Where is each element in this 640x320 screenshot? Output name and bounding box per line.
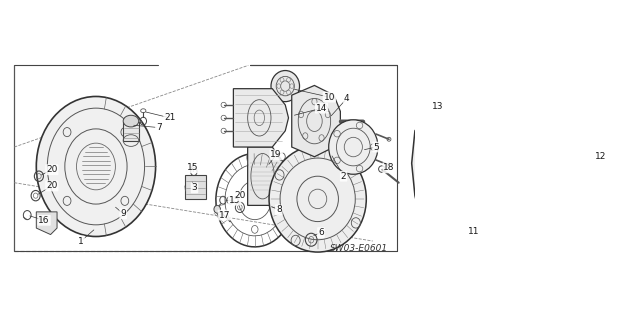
Text: 20: 20 xyxy=(46,165,58,174)
Polygon shape xyxy=(185,175,206,199)
Text: 16: 16 xyxy=(38,216,50,225)
Ellipse shape xyxy=(438,229,457,244)
Text: 11: 11 xyxy=(468,227,479,236)
Text: 1: 1 xyxy=(78,236,84,245)
Text: 3: 3 xyxy=(191,183,197,192)
Text: 15: 15 xyxy=(188,163,199,172)
Ellipse shape xyxy=(123,115,139,127)
Text: 8: 8 xyxy=(276,205,282,214)
Text: 12: 12 xyxy=(595,152,607,161)
Text: 17: 17 xyxy=(219,211,230,220)
Text: 10: 10 xyxy=(324,92,335,102)
Text: 18: 18 xyxy=(383,163,395,172)
Ellipse shape xyxy=(36,96,156,236)
Text: 5: 5 xyxy=(373,142,379,152)
Polygon shape xyxy=(292,85,340,157)
Text: 4: 4 xyxy=(344,94,349,103)
Text: 2: 2 xyxy=(340,172,346,181)
Text: 19: 19 xyxy=(271,150,282,159)
Ellipse shape xyxy=(329,120,378,174)
Polygon shape xyxy=(248,147,284,205)
Text: 21: 21 xyxy=(164,113,175,122)
Ellipse shape xyxy=(552,129,580,204)
Polygon shape xyxy=(234,89,289,147)
Polygon shape xyxy=(412,118,559,244)
Ellipse shape xyxy=(449,118,530,212)
Text: 14: 14 xyxy=(316,104,327,113)
Text: 20: 20 xyxy=(234,191,246,200)
Ellipse shape xyxy=(586,163,598,177)
Text: SW03-E0601: SW03-E0601 xyxy=(330,244,388,253)
Ellipse shape xyxy=(214,205,220,213)
Ellipse shape xyxy=(269,146,366,252)
Ellipse shape xyxy=(271,70,300,102)
Text: 20: 20 xyxy=(46,181,58,190)
Text: 6: 6 xyxy=(318,228,324,237)
Ellipse shape xyxy=(522,229,541,244)
Text: 9: 9 xyxy=(120,209,126,218)
Text: 15: 15 xyxy=(229,196,241,205)
Polygon shape xyxy=(123,122,140,140)
Text: 13: 13 xyxy=(432,102,444,111)
Polygon shape xyxy=(36,212,57,235)
Text: 7: 7 xyxy=(156,123,162,132)
